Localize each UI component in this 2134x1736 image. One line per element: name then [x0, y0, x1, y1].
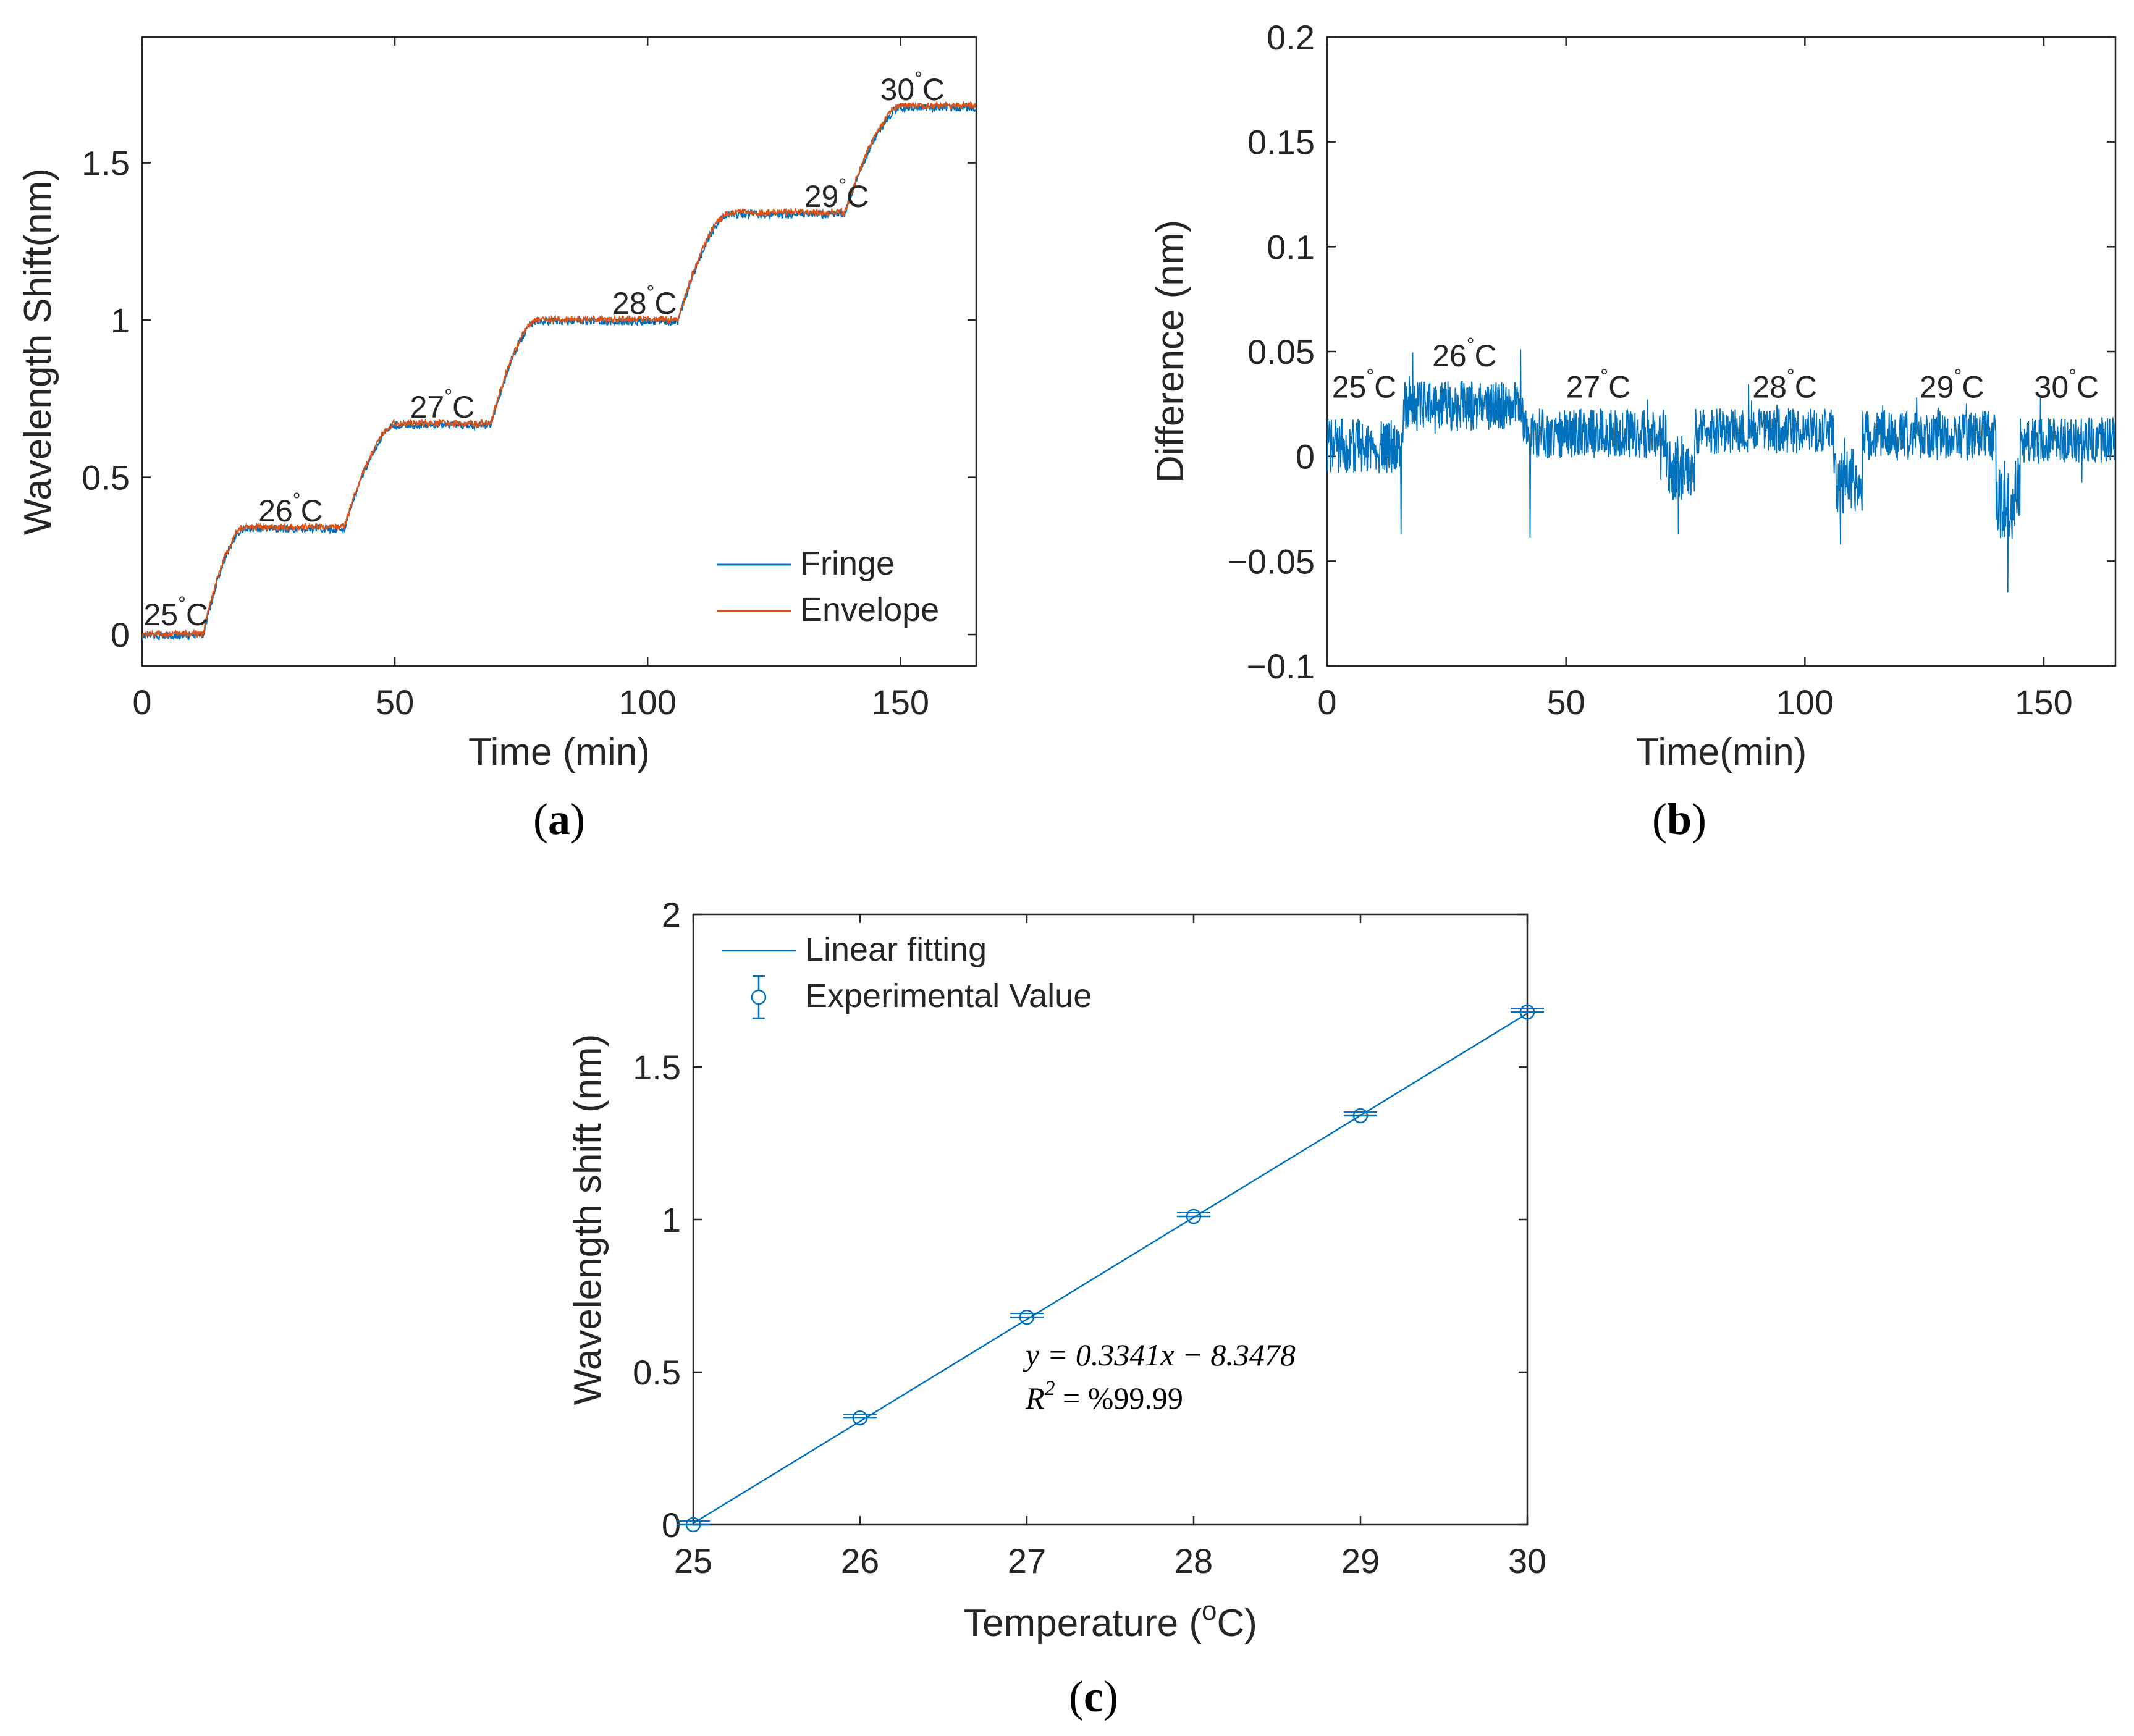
panel-c-ytick-label: 1 — [662, 1200, 681, 1239]
panel-b-xtick-label: 150 — [2015, 683, 2072, 722]
panel-a-xlabel: Time (min) — [468, 731, 650, 773]
panel-b-ytick-label: −0.05 — [1227, 542, 1315, 581]
panel-b-series-difference — [1327, 349, 2115, 593]
panel-a-annotation-27c: 27°C — [410, 385, 475, 424]
panel-a-ylabel: Wavelength Shift(nm) — [17, 168, 59, 535]
panel-c-r2: R2 = %99.99 — [1025, 1377, 1183, 1415]
panel-c-ytick-label: 2 — [662, 895, 681, 934]
panel-b-xtick-label: 100 — [1776, 683, 1834, 722]
panel-c-point — [685, 1517, 701, 1533]
panel-a-annotation-28c: 28°C — [612, 281, 677, 321]
panel-a-annotation-30c: 30°C — [880, 67, 945, 107]
panel-a-xtick-label: 0 — [132, 683, 151, 722]
panel-c-ytick-label: 0.5 — [633, 1353, 681, 1392]
panel-b-ytick-label: 0.1 — [1267, 227, 1315, 266]
panel-b-annotation-26c: 26°C — [1432, 334, 1497, 373]
panel-c-legend-experimental-value: Experimental Value — [805, 977, 1092, 1014]
panel-b-xlabel: Time(min) — [1636, 731, 1807, 773]
panel-c-point — [1019, 1309, 1035, 1325]
panel-b-annotation-28c: 28°C — [1752, 365, 1817, 405]
panel-c-xtick-label: 27 — [1008, 1541, 1046, 1580]
panel-b-plot-frame — [1326, 36, 2117, 667]
panel-c-equation: y = 0.3341x − 8.3478 — [1023, 1338, 1296, 1372]
panel-c-point — [1519, 1004, 1535, 1020]
panel-a-ytick-label: 0 — [111, 615, 130, 654]
panel-c-plot-frame — [692, 913, 1529, 1526]
panel-c-ylabel: Wavelength shift (nm) — [567, 1034, 609, 1405]
panel-c-legend-swatch-point — [751, 989, 767, 1005]
panel-b-xtick-label: 50 — [1547, 683, 1585, 722]
panel-b-annotation-29c: 29°C — [1920, 365, 1984, 405]
panel-c-label: (c) — [1069, 1672, 1118, 1721]
panel-b-ytick-label: 0.05 — [1247, 332, 1315, 371]
panel-a: 0 50 100 150 0 0.5 1 1.5 25°C 26°C 27°C 28°C 29°C 30°… — [17, 36, 977, 844]
panel-c-point — [1186, 1208, 1202, 1224]
panel-a-plot-frame — [141, 36, 977, 667]
panel-b-label: (b) — [1652, 794, 1706, 844]
panel-a-xtick-label: 50 — [376, 683, 414, 722]
panel-c-xtick-label: 28 — [1175, 1541, 1213, 1580]
panel-b-ytick-label: −0.1 — [1246, 647, 1315, 686]
panel-c-xtick-label: 25 — [674, 1541, 712, 1580]
panel-a-legend-fringe: Fringe — [800, 545, 895, 582]
panel-a-series-envelope — [142, 101, 976, 639]
panel-a-ytick-label: 1.5 — [82, 144, 130, 183]
panel-c-xtick-label: 26 — [841, 1541, 879, 1580]
panel-a-annotation-26c: 26°C — [258, 489, 323, 528]
panel-a-xtick-label: 100 — [618, 683, 676, 722]
panel-b-ytick-label: 0.15 — [1247, 123, 1315, 162]
panel-a-label: (a) — [533, 794, 585, 844]
panel-b-ytick-label: 0 — [1296, 437, 1315, 476]
panel-b-ylabel: Difference (nm) — [1149, 220, 1192, 483]
panel-c-xtick-label: 29 — [1341, 1541, 1380, 1580]
panel-c-ytick-label: 1.5 — [633, 1048, 681, 1087]
panel-a-ytick-label: 0.5 — [82, 458, 130, 497]
panel-c-point — [852, 1410, 868, 1426]
panel-c-xlabel: Temperature (oC) — [963, 1596, 1257, 1645]
panel-b-ytick-label: 0.2 — [1267, 18, 1315, 57]
panel-a-annotation-25c: 25°C — [143, 592, 208, 632]
panel-a-annotation-29c: 29°C — [804, 174, 869, 214]
panel-b-annotation-25c: 25°C — [1332, 365, 1397, 405]
panel-b-xtick-label: 0 — [1317, 683, 1336, 722]
panel-a-ytick-label: 1 — [111, 301, 130, 340]
panel-c-fit-line — [693, 1013, 1528, 1524]
panel-c-point — [1352, 1108, 1369, 1124]
panel-b-annotation-27c: 27°C — [1566, 365, 1631, 405]
panel-a-legend-envelope: Envelope — [800, 591, 939, 628]
panel-c-xtick-label: 30 — [1508, 1541, 1546, 1580]
panel-b: 0 50 100 150 −0.1 −0.05 0 0.05 0.1 0.15 0.2 25°C 26°… — [1149, 18, 2117, 844]
panel-a-xtick-label: 150 — [872, 683, 929, 722]
panel-c-legend-linear-fitting: Linear fitting — [805, 931, 987, 968]
panel-b-annotation-30c: 30°C — [2035, 365, 2099, 405]
